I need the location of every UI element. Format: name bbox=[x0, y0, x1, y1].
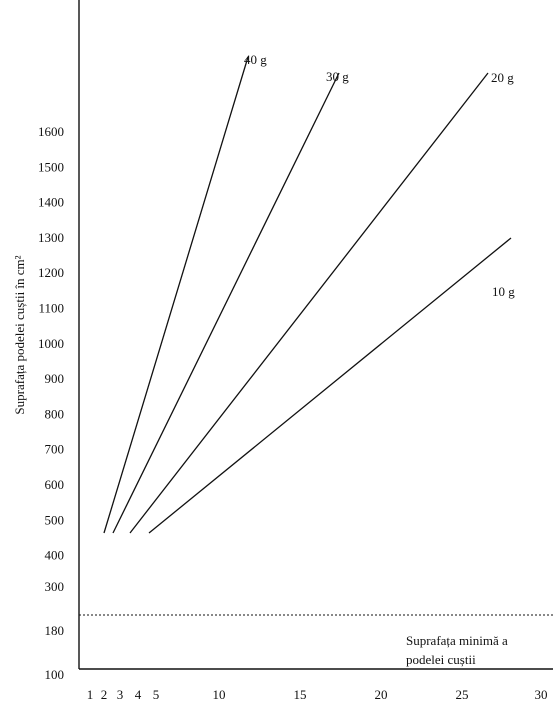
series-label: 10 g bbox=[492, 284, 515, 299]
x-tick-label: 1 bbox=[87, 687, 94, 702]
axes bbox=[78, 0, 553, 670]
y-tick-label: 1300 bbox=[38, 230, 64, 245]
y-tick-label: 800 bbox=[45, 406, 65, 421]
y-tick-label: 1600 bbox=[38, 124, 64, 139]
x-tick-label: 20 bbox=[375, 687, 388, 702]
x-tick-label: 15 bbox=[294, 687, 307, 702]
y-tick-label: 1500 bbox=[38, 159, 64, 174]
series-line bbox=[103, 56, 249, 534]
y-tick-label: 500 bbox=[45, 512, 65, 527]
y-tick-label: 900 bbox=[45, 371, 65, 386]
series-lines: 40 g 30 g 20 g 10 g bbox=[103, 52, 515, 534]
annotation-line1: Suprafața minimă a bbox=[406, 633, 508, 648]
x-tick-label: 25 bbox=[456, 687, 469, 702]
x-tick-labels: 1 2 3 4 5 10 15 20 25 30 bbox=[87, 687, 548, 702]
y-tick-label: 180 bbox=[45, 623, 65, 638]
x-tick-label: 2 bbox=[101, 687, 108, 702]
series-label: 30 g bbox=[326, 69, 349, 84]
series-label: 20 g bbox=[491, 70, 514, 85]
annotation-line2: podelei cuștii bbox=[406, 652, 476, 667]
x-tick-label: 5 bbox=[153, 687, 160, 702]
x-tick-label: 30 bbox=[535, 687, 548, 702]
x-tick-label: 10 bbox=[213, 687, 226, 702]
y-axis-label: Suprafața podelei cuștii în cm² bbox=[12, 255, 27, 414]
x-tick-label: 3 bbox=[117, 687, 124, 702]
y-tick-label: 400 bbox=[45, 548, 65, 563]
x-tick-label: 4 bbox=[135, 687, 142, 702]
y-tick-label: 600 bbox=[45, 477, 65, 492]
y-tick-label: 300 bbox=[45, 579, 65, 594]
y-tick-label: 1100 bbox=[38, 301, 64, 316]
series-line bbox=[112, 72, 340, 534]
series-label: 40 g bbox=[244, 52, 267, 67]
series-line bbox=[148, 237, 512, 534]
y-tick-label: 1200 bbox=[38, 265, 64, 280]
y-tick-labels: 100 180 300 400 500 600 700 800 900 1000 1100 1200 1… bbox=[38, 124, 64, 682]
y-tick-label: 1400 bbox=[38, 195, 64, 210]
y-tick-label: 1000 bbox=[38, 336, 64, 351]
y-tick-label: 700 bbox=[45, 442, 65, 457]
y-tick-label: 100 bbox=[45, 667, 65, 682]
series-line bbox=[129, 72, 489, 534]
